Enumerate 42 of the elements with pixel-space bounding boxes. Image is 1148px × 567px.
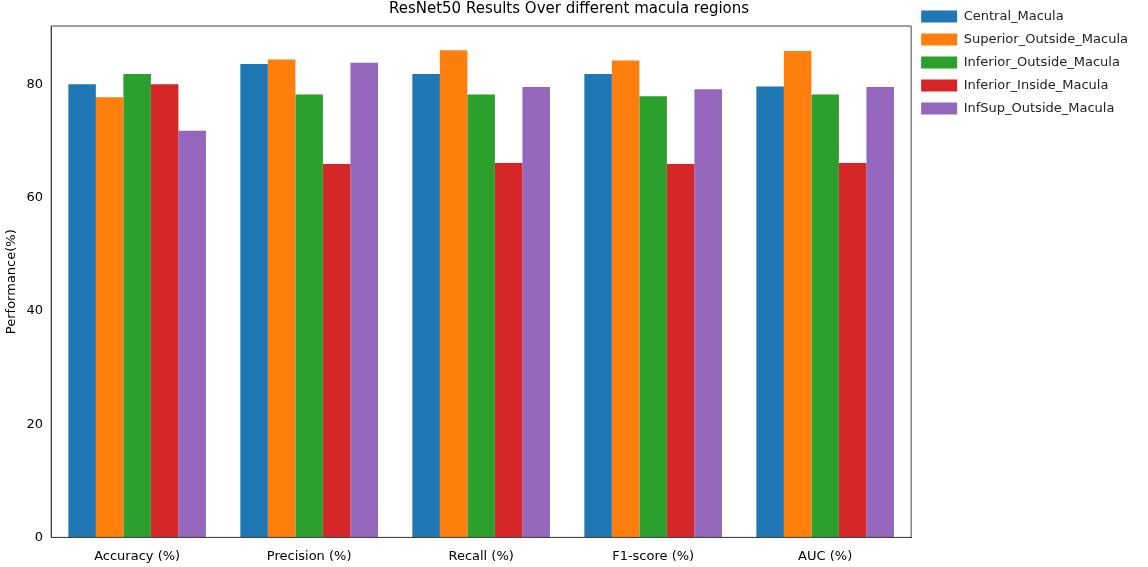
- bar: [494, 162, 523, 538]
- chart-title: ResNet50 Results Over different macula regions: [388, 0, 750, 17]
- bar: [439, 50, 468, 538]
- bar: [783, 50, 812, 538]
- bar: [522, 87, 550, 538]
- bar: [584, 74, 612, 538]
- bar: [838, 162, 867, 538]
- y-tick-label: 80: [26, 76, 44, 92]
- bar: [866, 87, 894, 538]
- legend-label: Inferior_Inside_Macula: [963, 76, 1109, 92]
- bar: [322, 164, 351, 538]
- x-tick-label: Precision (%): [266, 547, 352, 563]
- x-tick-label: Accuracy (%): [94, 547, 181, 563]
- legend-label: Central_Macula: [963, 7, 1064, 23]
- bar: [150, 84, 179, 538]
- x-tick-label: Recall (%): [448, 547, 514, 563]
- bar: [295, 94, 323, 538]
- bar: [412, 74, 440, 538]
- y-tick-label: 40: [26, 302, 44, 318]
- legend-label: Superior_Outside_Macula: [963, 30, 1129, 46]
- bar: [639, 96, 667, 538]
- bar: [756, 86, 784, 538]
- y-tick-label: 60: [26, 189, 44, 205]
- bar: [811, 94, 839, 538]
- bar: [350, 62, 378, 538]
- bar: [240, 63, 268, 538]
- bar: [267, 59, 296, 538]
- legend-label: InfSup_Outside_Macula: [963, 99, 1115, 115]
- legend-label: Inferior_Outside_Macula: [963, 53, 1120, 69]
- bar: [178, 130, 206, 538]
- y-axis-title: Performance(%): [3, 229, 19, 335]
- x-tick-label: F1-score (%): [612, 547, 695, 563]
- x-tick-label: AUC (%): [798, 547, 853, 563]
- bar: [95, 97, 124, 538]
- bar: [694, 89, 722, 538]
- bar: [666, 164, 695, 538]
- bar: [68, 84, 96, 538]
- bar: [123, 74, 151, 538]
- bar: [467, 94, 495, 538]
- y-tick-label: 0: [34, 528, 44, 544]
- y-tick-label: 20: [26, 415, 44, 431]
- bar: [611, 60, 640, 538]
